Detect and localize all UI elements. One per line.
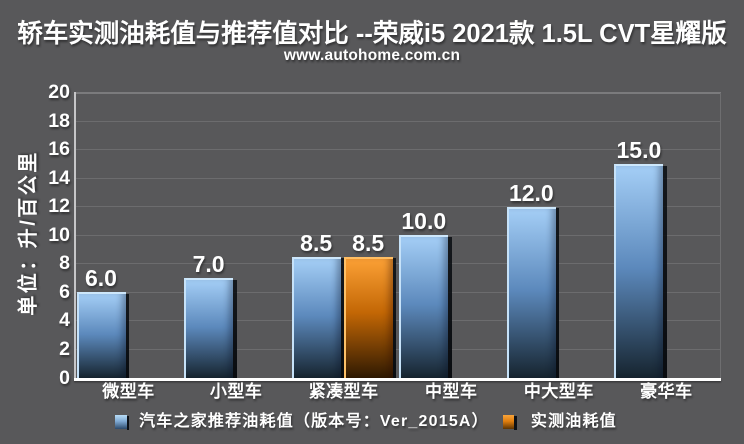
- bar-recommended-2-shadow: [233, 279, 237, 379]
- legend-swatch-measured-fill: [502, 414, 515, 429]
- x-category-label-3: 紧凑型车: [308, 381, 379, 401]
- bar-recommended-4: [399, 235, 452, 379]
- bar-recommended-5-value-label: 12.0: [508, 179, 554, 206]
- bar-measured-3-shadow: [392, 258, 397, 379]
- bar-recommended-3-value-label: 8.5: [300, 229, 333, 256]
- legend-swatch-measured-edge: [514, 415, 517, 430]
- bar-recommended-3: [291, 256, 345, 379]
- bar-measured-3: [343, 256, 397, 379]
- bar-recommended-3-shadow: [340, 258, 345, 379]
- bar-recommended-3-body: [291, 256, 341, 378]
- gridline-y20: [75, 91, 721, 94]
- plot-right-border: [720, 92, 721, 378]
- gridline-y12: [75, 206, 721, 208]
- bar-recommended-1-body: [76, 292, 126, 378]
- bar-recommended-5-body: [506, 206, 556, 378]
- legend-swatch-measured: [502, 414, 517, 430]
- x-category-label-1: 微型车: [102, 381, 155, 401]
- gridline-y2: [75, 348, 721, 350]
- y-tick-label-12: 12: [48, 195, 70, 218]
- y-tick-label-18: 18: [48, 109, 70, 132]
- bar-recommended-1-shadow: [125, 293, 129, 379]
- bar-recommended-2-body: [184, 278, 234, 378]
- gridline-y4: [75, 320, 721, 322]
- bar-recommended-1: [76, 292, 129, 379]
- gridline-y18: [75, 120, 721, 122]
- legend: 汽车之家推荐油耗值（版本号：Ver_2015A） 实测油耗值: [0, 412, 738, 430]
- x-category-label-4: 中型车: [425, 381, 478, 401]
- x-axis-line: [73, 378, 721, 381]
- bar-recommended-6-body: [614, 164, 664, 378]
- y-tick-label-0: 0: [59, 366, 70, 389]
- bar-recommended-2-value-label: 7.0: [192, 251, 225, 278]
- x-category-label-2: 小型车: [209, 381, 263, 401]
- y-tick-label-20: 20: [48, 81, 70, 104]
- x-category-label-6: 豪华车: [640, 381, 693, 401]
- bar-recommended-6: [614, 164, 667, 379]
- y-tick-label-2: 2: [59, 337, 70, 360]
- y-tick-label-4: 4: [59, 309, 70, 332]
- chart-subtitle: www.autohome.com.cn: [283, 47, 461, 64]
- legend-label-measured: 实测油耗值: [530, 412, 617, 430]
- bar-recommended-1-value-label: 6.0: [85, 265, 117, 292]
- legend-swatch-recommended: [115, 414, 130, 430]
- legend-swatch-recommended-edge: [126, 415, 130, 430]
- gridline-y16: [75, 149, 721, 151]
- bar-recommended-4-body: [399, 235, 449, 378]
- bar-recommended-5: [506, 206, 560, 379]
- bar-measured-3-body: [343, 256, 393, 378]
- y-tick-label-8: 8: [59, 252, 70, 275]
- y-tick-label-14: 14: [48, 166, 70, 189]
- gridline-y14: [75, 177, 721, 179]
- y-tick-label-16: 16: [48, 138, 70, 161]
- bar-recommended-4-shadow: [448, 236, 452, 379]
- y-tick-label-6: 6: [59, 280, 70, 303]
- y-tick-label-10: 10: [48, 223, 70, 246]
- bar-recommended-4-value-label: 10.0: [401, 208, 447, 235]
- chart-title: 轿车实测油耗值与推荐值对比 --荣威i5 2021款 1.5L CVT星耀版: [17, 20, 727, 48]
- bar-recommended-6-value-label: 15.0: [616, 137, 662, 164]
- bar-recommended-2: [184, 278, 237, 379]
- gridline-y10: [75, 234, 721, 236]
- y-axis-line: [73, 92, 76, 380]
- x-category-label-5: 中大型车: [523, 381, 594, 401]
- gridline-y8: [75, 263, 721, 265]
- gridline-y6: [75, 291, 721, 293]
- bar-measured-3-value-label: 8.5: [352, 229, 385, 256]
- bar-recommended-6-shadow: [663, 165, 667, 379]
- legend-swatch-recommended-fill: [115, 414, 127, 429]
- bar-recommended-5-shadow: [555, 208, 560, 379]
- legend-label-recommended: 汽车之家推荐油耗值（版本号：Ver_2015A）: [139, 412, 489, 430]
